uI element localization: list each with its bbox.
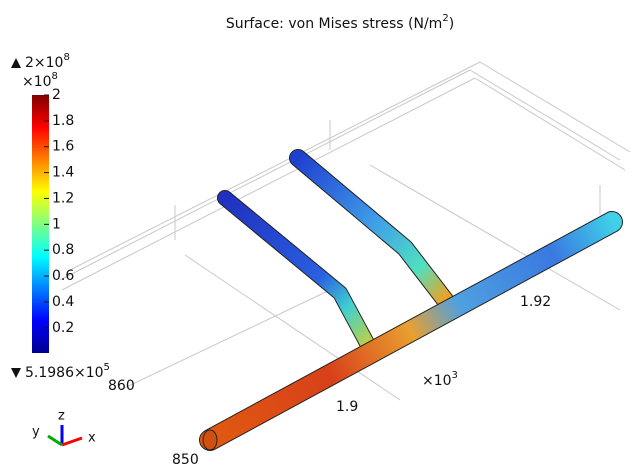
max-sup: 8 [63,52,69,63]
chart-title: Surface: von Mises stress (N/m2) [226,13,454,32]
triad-label: z [58,409,65,424]
min-text: 5.1986×10 [25,365,104,381]
axis-scale-text: ×10 [422,373,452,389]
pipes [199,149,623,451]
axis-scale: ×103 [422,370,458,389]
colorbar-tick-label: 0.6 [52,268,74,284]
max-label: 2×108 [25,52,70,71]
grid-box [59,61,631,401]
colorbar-tick-label: 1.6 [52,139,74,155]
triad-label: y [32,425,40,440]
axis-triad [47,425,83,447]
axis-scale-sup: 3 [452,370,458,381]
axis-label: 1.92 [520,294,551,310]
title-tail: ) [449,16,454,32]
title-sup: 2 [442,13,448,24]
colorbar-tick-label: 2 [52,87,61,103]
colorbar-tick-label: 0.4 [52,294,74,310]
colorbar-tick-label: 0.2 [52,320,74,336]
axis-label: 860 [108,378,135,394]
axis-label: 1.9 [336,399,358,415]
scale-text: ×10 [22,74,52,90]
colorbar [32,95,49,353]
title-text: Surface: von Mises stress (N/m [226,16,442,32]
axis-label: 850 [172,452,199,468]
min-label: 5.1986×105 [25,362,110,381]
colorbar-tick-label: 1.4 [52,165,74,181]
min-marker [11,368,21,378]
colorbar-tick-label: 1.2 [52,190,74,206]
colorbar-tick-label: 1 [52,216,61,232]
max-marker [11,58,21,68]
scale-sup: 8 [52,71,58,82]
min-sup: 5 [104,362,110,373]
colorbar-tick-label: 1.8 [52,113,74,129]
colorbar-scale: ×108 [22,71,58,90]
triad-label: x [88,431,96,446]
colorbar-tick-label: 0.8 [52,242,74,258]
max-text: 2×10 [25,55,63,71]
